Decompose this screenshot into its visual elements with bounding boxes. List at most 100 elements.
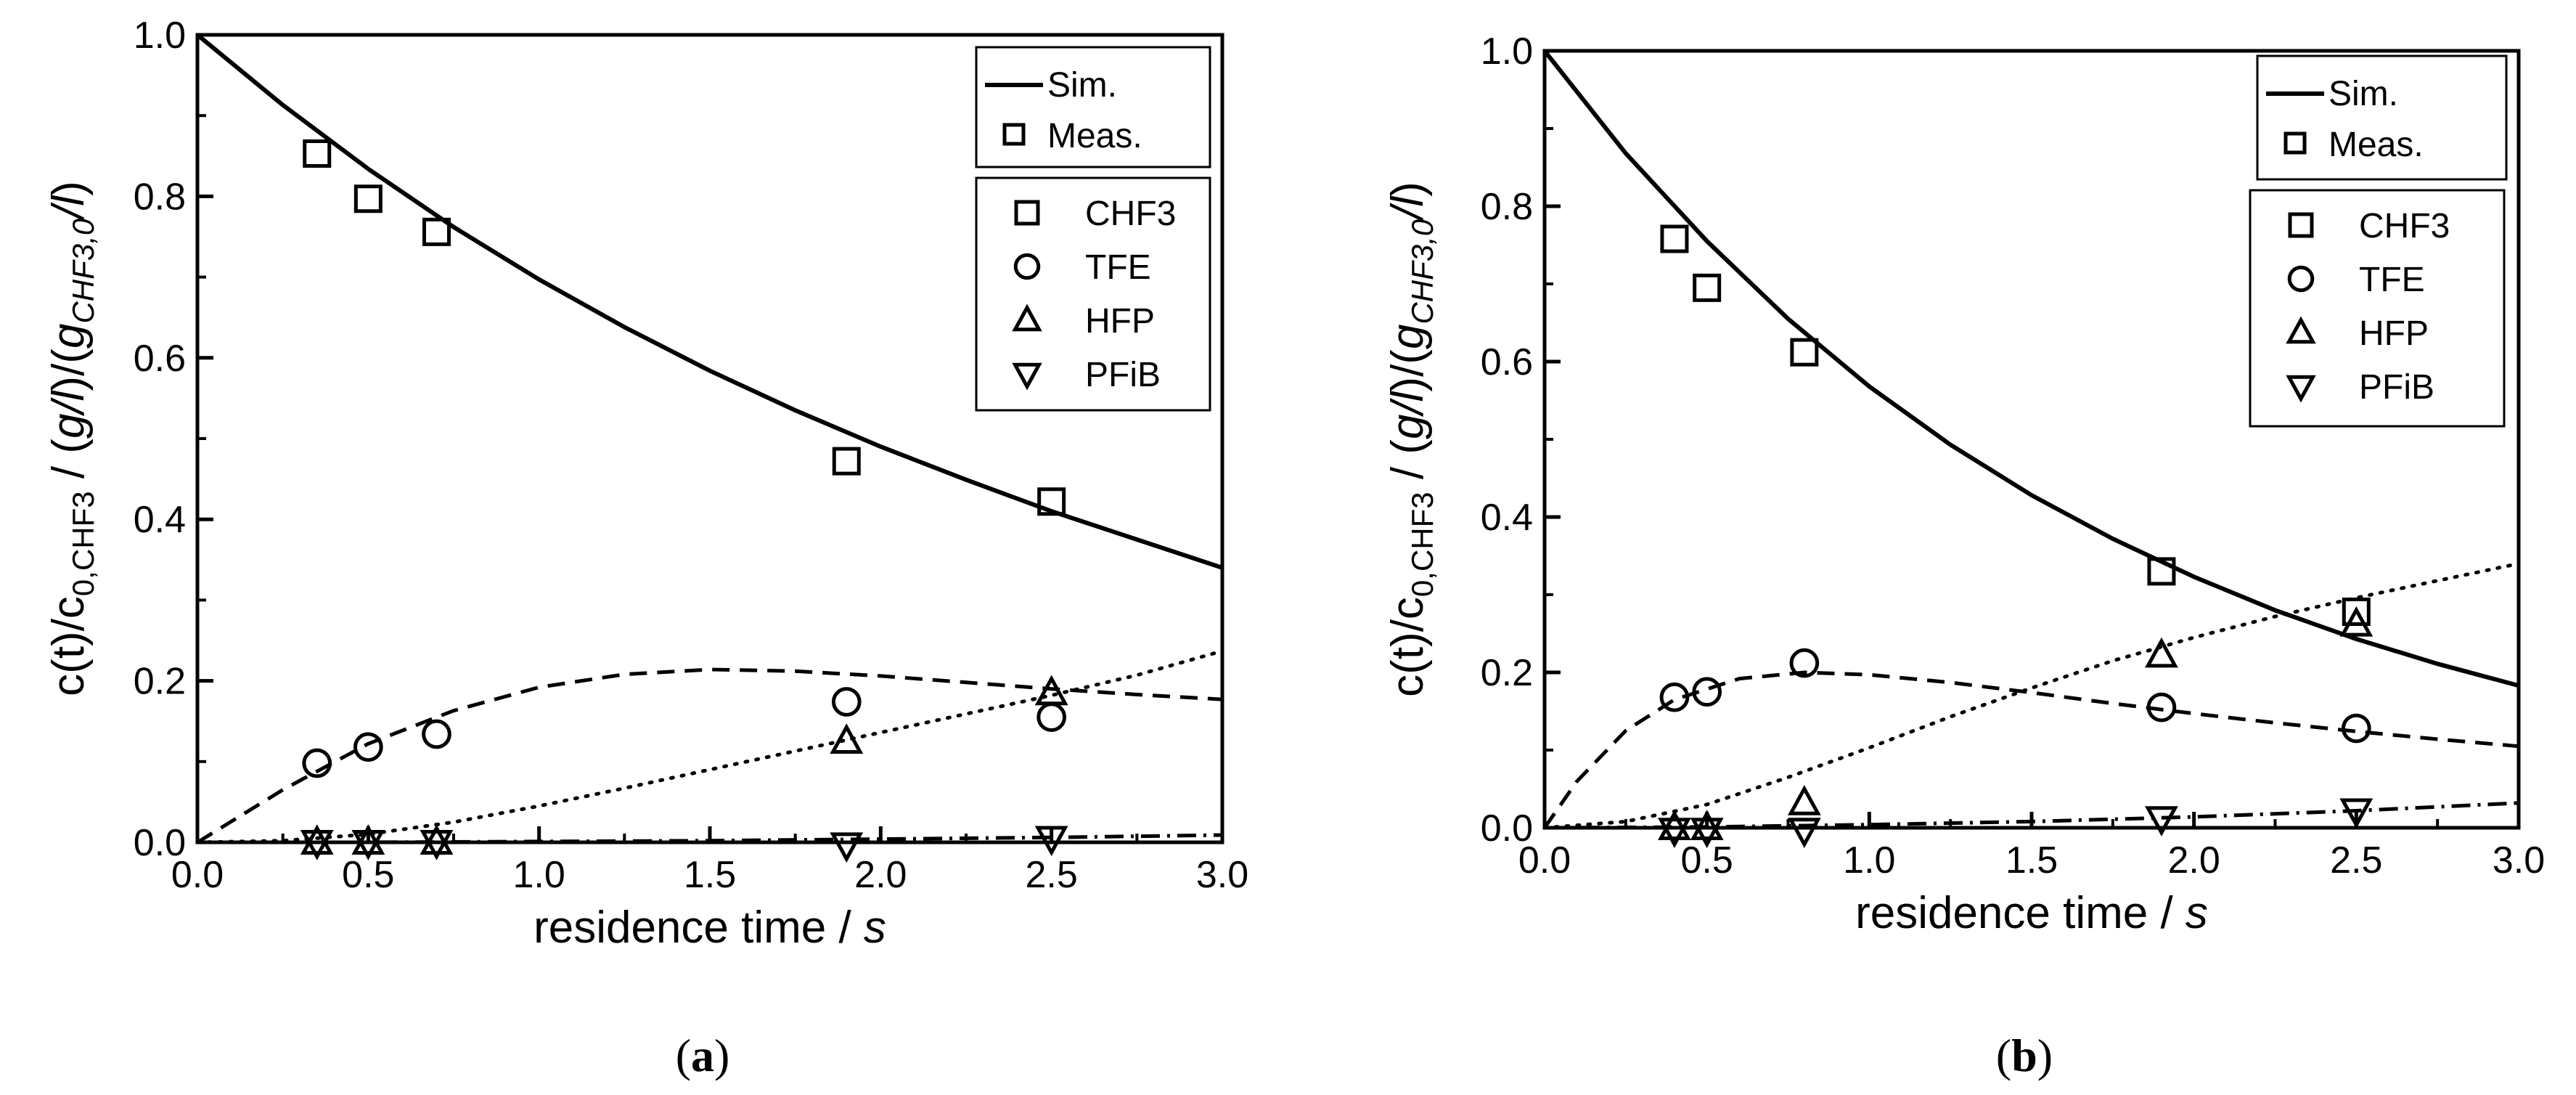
- data-point-pfib: [830, 832, 864, 863]
- legend-style: Sim. Meas.: [2256, 54, 2508, 181]
- legend-marker-chf3: [1014, 200, 1040, 226]
- data-point-pfib: [2339, 798, 2373, 829]
- y-tick-label: 1.0: [134, 15, 186, 57]
- data-point-chf3: [832, 447, 861, 476]
- chart-panel-a: 0.0 0.5 1.0 1.5 2.0 2.5 3.0 0.0 0.2 0.4 0.6 0.8 1.0 r…: [44, 15, 1248, 1081]
- data-point-chf3: [303, 139, 332, 168]
- x-tick-label: 2.0: [854, 854, 907, 896]
- legend-style-box: [2256, 54, 2508, 181]
- data-point-pfib: [1658, 818, 1691, 848]
- data-point-hfp: [2339, 606, 2373, 637]
- data-point-tfe: [831, 687, 862, 717]
- y-axis-label: c(t)/c0,CHF3 / (g/l)/(gCHF3,0/l): [1383, 182, 1439, 697]
- measured-points: [1658, 224, 2373, 848]
- legend-meas-label: Meas.: [1047, 117, 1142, 155]
- data-point-chf3: [353, 184, 383, 213]
- y-axis-label-part: /l: [1383, 195, 1433, 222]
- y-axis-label: c(t)/c0,CHF3 / (g/l)/(gCHF3,0/l): [44, 181, 100, 696]
- x-tick-label: 1.0: [513, 854, 565, 896]
- y-axis-label-part: g: [44, 324, 94, 349]
- data-point-hfp: [1690, 810, 1724, 840]
- x-tick-label: 3.0: [2493, 839, 2545, 882]
- y-tick-label: 0.6: [1481, 341, 1533, 383]
- y-tick-label: 0.0: [134, 822, 186, 864]
- x-axis-label-text: residence time /: [533, 903, 864, 953]
- legend-label-tfe: TFE: [2359, 261, 2425, 299]
- x-axis-label: residence time / s: [533, 903, 886, 953]
- data-point-chf3: [1790, 338, 1819, 367]
- x-tick-label: 2.5: [2330, 839, 2382, 882]
- data-point-hfp: [2145, 637, 2178, 668]
- data-point-hfp: [830, 723, 864, 754]
- caption-open: (: [1996, 1030, 2011, 1081]
- legend-label-chf3: CHF3: [2359, 207, 2450, 245]
- legend-marker-pfib: [2286, 375, 2316, 403]
- data-point-tfe: [422, 719, 451, 749]
- data-point-tfe: [1789, 648, 1820, 678]
- legend-label-tfe: TFE: [1085, 248, 1151, 287]
- data-point-tfe: [2341, 713, 2371, 744]
- y-tick-label: 0.8: [1481, 186, 1533, 228]
- y-axis-label-part: ): [1383, 182, 1433, 197]
- y-axis-label-part: )/(: [44, 349, 94, 391]
- x-tick-label: 2.0: [2168, 839, 2220, 882]
- caption-close: ): [714, 1030, 729, 1081]
- data-point-tfe: [2146, 692, 2177, 722]
- legend-meas-marker: [2283, 131, 2307, 155]
- data-point-pfib: [2145, 806, 2178, 836]
- x-axis-label-text: residence time /: [1855, 888, 2185, 938]
- sim-line-hfp: [1545, 561, 2519, 828]
- data-point-hfp: [1658, 810, 1691, 840]
- panel-caption: (b): [1996, 1030, 2053, 1081]
- x-tick-label: 0.5: [342, 854, 394, 896]
- data-point-hfp: [1034, 675, 1068, 706]
- y-axis-label-part: ): [44, 181, 94, 196]
- sim-line-chf3: [1545, 51, 2519, 688]
- data-point-tfe: [1692, 677, 1722, 707]
- data-point-tfe: [1036, 702, 1067, 732]
- data-point-chf3: [2342, 598, 2371, 627]
- y-axis-label-part: /l: [44, 195, 94, 221]
- x-tick-label: 3.0: [1196, 854, 1248, 896]
- legend-label-hfp: HFP: [1085, 302, 1155, 341]
- caption-close: ): [2037, 1030, 2053, 1081]
- legend-label-pfib: PFiB: [2359, 368, 2434, 407]
- x-tick-label: 1.5: [684, 854, 736, 896]
- y-tick-label: 0.2: [134, 661, 186, 703]
- y-tick-label: 0.2: [1481, 652, 1533, 694]
- y-axis-label-part: / (: [44, 439, 94, 492]
- y-axis-label-part: g/l: [44, 389, 94, 439]
- y-tick-label: 0.0: [1481, 807, 1533, 850]
- measured-points: [300, 139, 1068, 863]
- legend-label-pfib: PFiB: [1085, 356, 1161, 394]
- legend-marker-pfib: [1012, 362, 1042, 391]
- data-point-chf3: [2147, 557, 2176, 586]
- sim-line-tfe: [197, 667, 1222, 842]
- data-point-tfe: [1659, 682, 1690, 712]
- y-axis-label-part: CHF3,0: [66, 218, 100, 323]
- legend-species-box: [2249, 189, 2506, 428]
- x-axis-label: residence time / s: [1855, 888, 2208, 938]
- data-point-tfe: [302, 748, 332, 778]
- legend-marker-tfe: [2287, 265, 2315, 293]
- legend-meas-label: Meas.: [2328, 126, 2424, 164]
- y-axis-label-part: g: [1383, 325, 1433, 349]
- legend-marker-chf3: [2288, 212, 2314, 238]
- legend-style-box: [975, 46, 1211, 168]
- data-point-chf3: [1037, 487, 1066, 516]
- legend-label-chf3: CHF3: [1085, 195, 1176, 233]
- x-tick-label: 1.5: [2005, 839, 2058, 882]
- data-point-pfib: [1787, 818, 1821, 848]
- caption-open: (: [676, 1030, 691, 1081]
- y-tick-label: 1.0: [1481, 30, 1533, 73]
- data-point-chf3: [1660, 224, 1689, 253]
- data-point-pfib: [420, 830, 454, 860]
- panel-caption: (a): [676, 1030, 730, 1081]
- y-axis-label-part: CHF3,0: [1405, 219, 1439, 324]
- x-axis-label-unit: s: [864, 903, 886, 953]
- y-tick-label: 0.8: [134, 176, 186, 218]
- data-point-hfp: [1787, 785, 1821, 815]
- y-tick-label: 0.4: [1481, 497, 1533, 539]
- x-tick-label: 0.5: [1681, 839, 1733, 882]
